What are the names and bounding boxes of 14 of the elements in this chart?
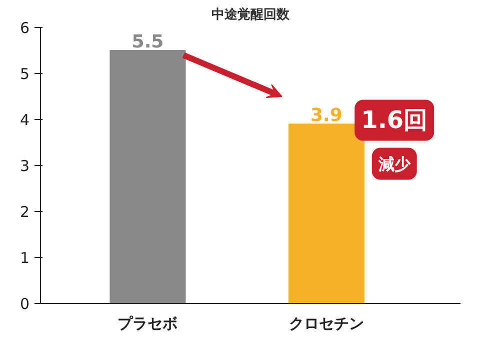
data-label: 5.5 (132, 32, 164, 52)
x-tick-label: クロセチン (288, 314, 364, 332)
y-tick-label: 6 (20, 19, 30, 37)
y-tick-label: 5 (20, 65, 30, 83)
data-label: 3.9 (310, 105, 342, 126)
y-tick-label: 3 (20, 157, 30, 175)
y-tick-label: 4 (20, 111, 30, 129)
y-tick-label: 2 (20, 203, 30, 221)
y-tick-label: 1 (20, 249, 30, 267)
chart-title: 中途覚醒回数 (212, 6, 290, 22)
annotation: 1.6回 (361, 106, 428, 134)
x-tick-label: プラセボ (118, 314, 178, 332)
annotation: 減少 (377, 154, 412, 174)
y-tick-label: 0 (20, 295, 30, 313)
